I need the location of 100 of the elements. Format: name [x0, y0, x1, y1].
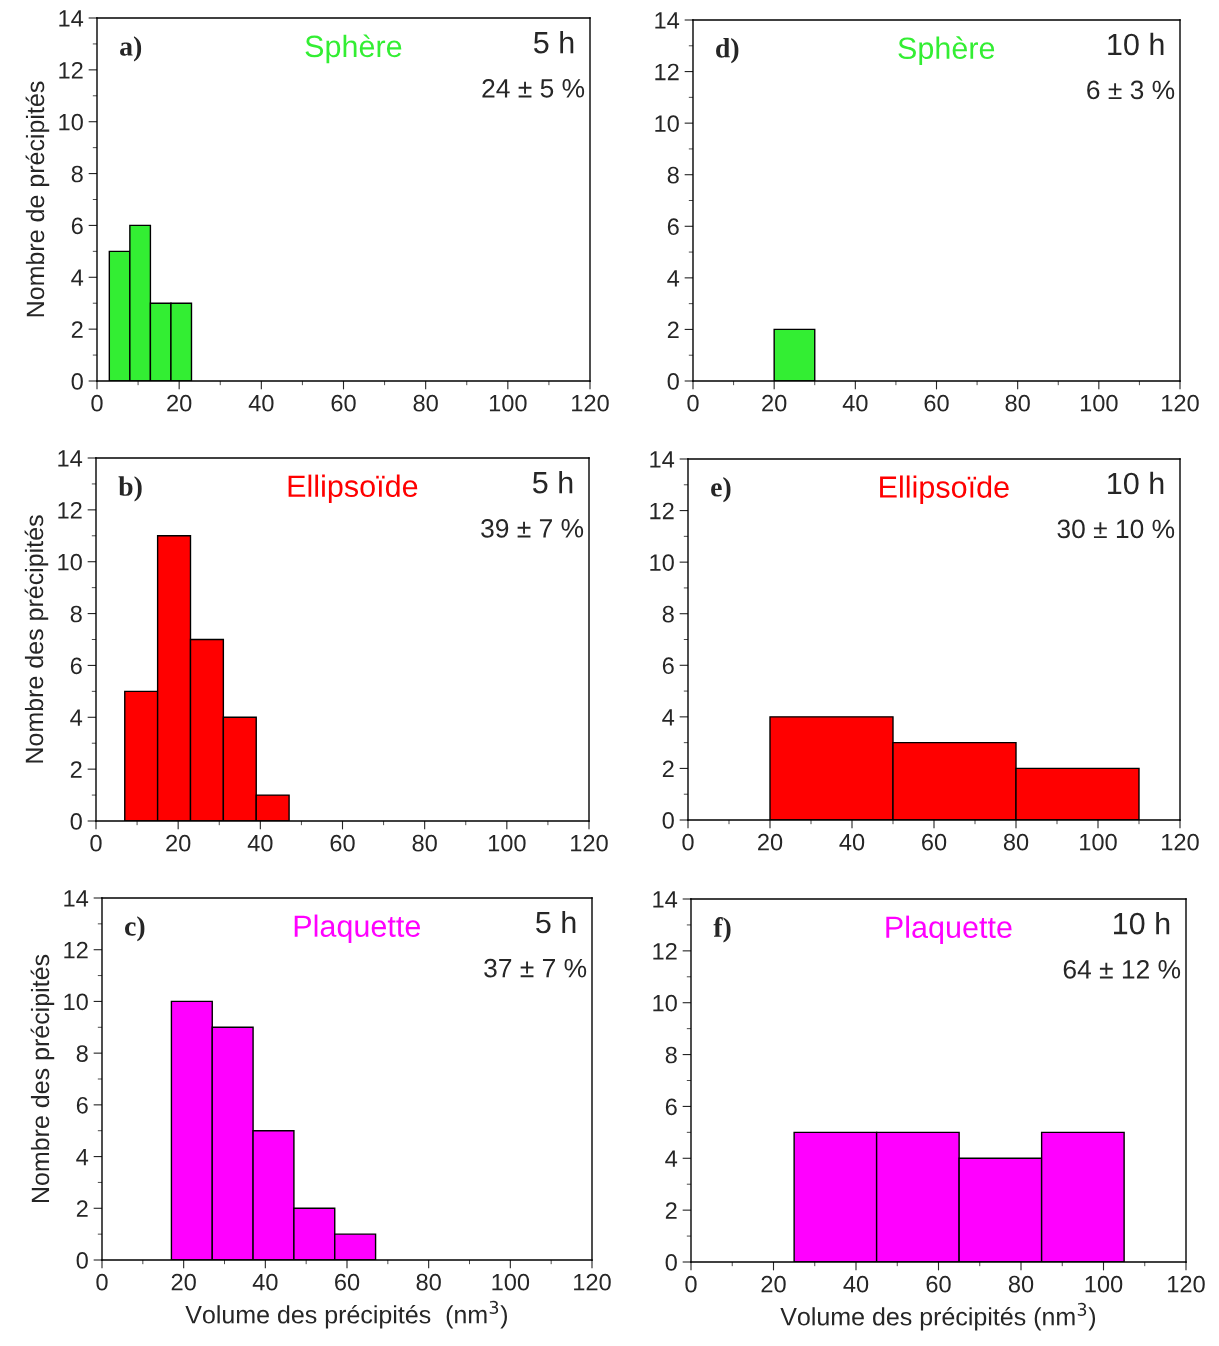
y-axis-title: Nombre des précipités [30, 954, 55, 1202]
y-tick-label: 8 [70, 605, 82, 623]
annotation: 6 ± 3 % [1087, 80, 1175, 100]
annotation: a) [120, 36, 142, 62]
y-tick-label: 8 [71, 165, 83, 183]
y-tick-label: 10 [58, 553, 82, 571]
text: Plaquette [294, 914, 420, 944]
y-tick-label: 10 [59, 113, 83, 131]
y-tick-label: 0 [70, 813, 82, 830]
y-tick-label: 12 [655, 63, 679, 81]
x-tick-label: 120 [571, 834, 608, 852]
y-tick-label: 6 [665, 1098, 677, 1116]
x-axis-title: Volume des précipités (nm$^{3}$) [185, 1300, 507, 1329]
x-tick-label: 40 [248, 394, 274, 412]
y-tick-label: 2 [665, 1202, 677, 1219]
annotation: d) [716, 38, 739, 64]
y-tick-label: 0 [76, 1252, 88, 1269]
x-tick-label: 0 [682, 833, 694, 851]
x-tick-label: 0 [685, 1275, 697, 1293]
x-tick-label: 60 [331, 394, 356, 412]
y-tick-label: 0 [667, 373, 679, 390]
annotation: 64 ± 12 % [1063, 960, 1181, 979]
x-tick-label: 0 [96, 1273, 108, 1291]
y-tick-label: 8 [662, 605, 674, 623]
x-tick-label: 40 [252, 1273, 278, 1291]
y-tick-label: 6 [76, 1096, 88, 1114]
y-tick-label: 2 [667, 321, 679, 338]
x-tick-label: 40 [247, 834, 273, 852]
y-tick-label: 4 [662, 709, 675, 726]
y-tick-label: 2 [70, 761, 82, 778]
x-tick-label: 120 [572, 394, 609, 412]
text: Ellipsoïde [288, 474, 418, 504]
x-tick-label: 100 [488, 834, 526, 852]
text: Sphère [898, 36, 995, 66]
annotation: 30 ± 10 % [1057, 519, 1175, 539]
y-tick-label: 12 [59, 61, 83, 79]
x-tick-label: 60 [335, 1273, 360, 1291]
annotation: c) [125, 916, 145, 942]
y-tick-label: 14 [653, 891, 678, 908]
annotation: 37 ± 7 % [484, 958, 587, 978]
annotation: 10 h [1108, 32, 1164, 56]
x-tick-label: 80 [1003, 833, 1029, 851]
x-tick-label: 40 [842, 394, 868, 412]
y-tick-label: 6 [667, 218, 679, 236]
annotation: 5 h [532, 470, 573, 494]
text: Sphère [305, 34, 402, 64]
annotation: 24 ± 5 % [482, 79, 585, 98]
x-tick-label: 80 [413, 394, 438, 412]
x-tick-label: 0 [91, 394, 103, 412]
x-tick-label: 20 [758, 833, 783, 851]
y-tick-label: 6 [662, 657, 674, 675]
y-tick-label: 14 [650, 451, 675, 468]
x-tick-label: 80 [412, 834, 437, 852]
x-tick-label: 120 [1168, 1275, 1205, 1293]
text: Plaquette [886, 915, 1012, 945]
y-tick-label: 2 [662, 760, 674, 777]
annotation: 10 h [1114, 911, 1170, 935]
y-tick-label: 8 [665, 1046, 677, 1064]
y-tick-label: 12 [58, 501, 82, 519]
y-tick-label: 4 [667, 270, 680, 287]
x-tick-label: 40 [843, 1275, 869, 1293]
x-tick-label: 80 [1005, 394, 1030, 412]
y-tick-label: 0 [665, 1254, 677, 1271]
x-tick-label: 100 [1080, 394, 1118, 412]
y-tick-label: 14 [59, 10, 84, 27]
x-tick-label: 100 [492, 1273, 530, 1291]
y-tick-label: 10 [653, 994, 677, 1012]
y-axis-title: Nombre des précipités [24, 515, 49, 763]
annotation: e) [711, 477, 731, 503]
x-tick-label: 100 [489, 394, 527, 412]
y-tick-label: 10 [64, 993, 88, 1011]
annotation: 10 h [1108, 471, 1164, 495]
y-tick-label: 4 [70, 709, 83, 726]
x-tick-label: 80 [1008, 1275, 1034, 1293]
y-tick-label: 6 [70, 657, 82, 675]
y-tick-label: 4 [71, 269, 84, 286]
x-tick-label: 0 [687, 394, 699, 412]
x-tick-label: 60 [922, 833, 947, 851]
annotation: b) [118, 476, 142, 502]
y-tick-label: 14 [655, 12, 680, 29]
y-tick-label: 8 [667, 166, 679, 184]
x-tick-label: 60 [926, 1275, 951, 1293]
x-tick-label: 100 [1085, 1275, 1123, 1293]
x-tick-label: 60 [330, 834, 355, 852]
x-tick-label: 120 [1162, 833, 1199, 851]
y-tick-label: 2 [71, 321, 83, 338]
y-tick-label: 10 [650, 554, 674, 571]
x-tick-label: 20 [762, 394, 787, 412]
text: Ellipsoïde [880, 475, 1009, 504]
x-tick-label: 120 [574, 1273, 611, 1291]
x-tick-label: 0 [90, 834, 102, 852]
annotation: f) [713, 917, 731, 943]
x-tick-label: 40 [839, 833, 865, 851]
x-tick-label: 20 [761, 1275, 786, 1293]
y-tick-label: 12 [653, 942, 677, 960]
x-tick-label: 120 [1162, 394, 1199, 412]
y-tick-label: 12 [64, 941, 88, 959]
y-tick-label: 0 [71, 373, 83, 390]
x-tick-label: 60 [924, 394, 949, 412]
x-axis-title: Volume des précipités (nm$^{3}$) [780, 1302, 1096, 1331]
